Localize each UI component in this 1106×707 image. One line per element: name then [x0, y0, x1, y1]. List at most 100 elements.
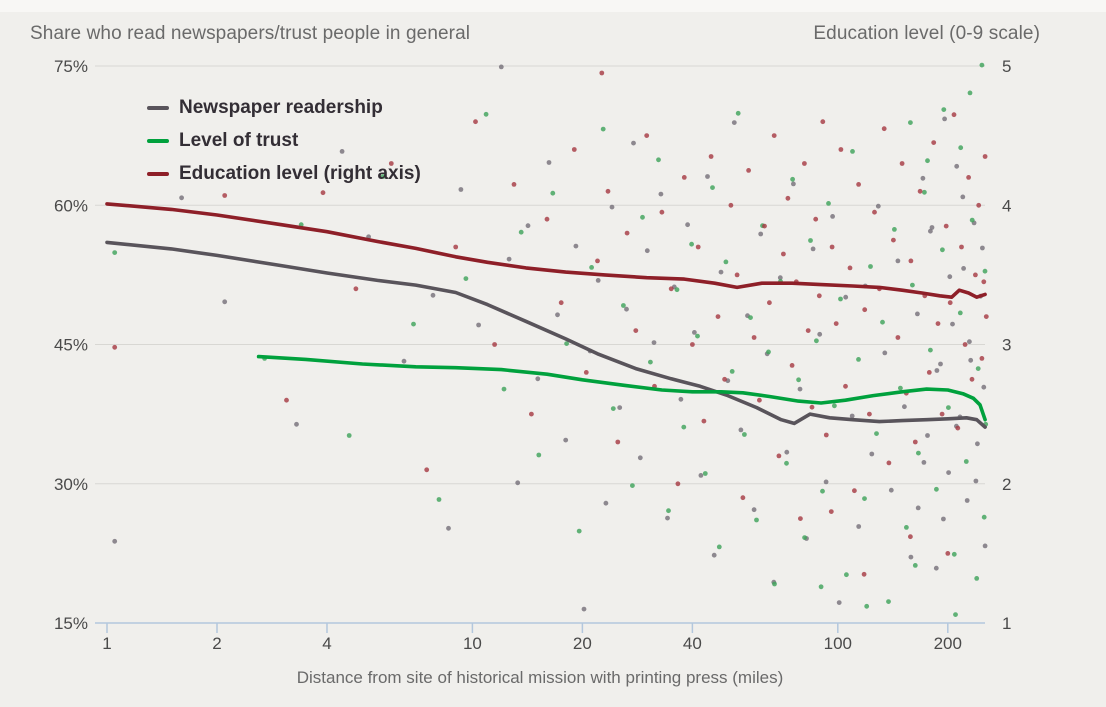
scatter-point	[515, 480, 521, 486]
scatter-point	[979, 356, 985, 361]
scatter-point	[702, 471, 708, 476]
scatter-point	[595, 258, 600, 264]
scatter-point	[695, 244, 701, 250]
scatter-point	[690, 342, 695, 347]
scatter-point	[599, 70, 605, 76]
scatter-point	[535, 376, 541, 382]
legend-item-newspaper-readership: Newspaper readership	[147, 91, 421, 124]
scatter-point	[511, 182, 517, 187]
y-right-tick-label: 2	[1002, 475, 1011, 494]
scatter-point	[958, 145, 964, 151]
scatter-point	[708, 154, 714, 159]
legend-label: Education level (right axis)	[179, 162, 421, 184]
scatter-point	[838, 147, 844, 152]
scatter-point	[922, 189, 927, 195]
scatter-point	[430, 292, 436, 298]
scatter-point	[940, 247, 945, 253]
scatter-point	[716, 544, 722, 550]
scatter-point	[600, 126, 606, 132]
left-axis-title: Share who read newspapers/trust people i…	[30, 23, 471, 44]
scatter-point	[797, 386, 803, 392]
scatter-point	[915, 311, 920, 317]
scatter-point	[823, 479, 829, 485]
scatter-point	[861, 571, 867, 577]
scatter-point	[895, 335, 901, 340]
scatter-point	[781, 251, 786, 257]
scatter-point	[892, 227, 897, 232]
scatter-point	[796, 377, 801, 383]
trend-line-newspaper-readership	[105, 240, 987, 429]
scatter-point	[294, 421, 299, 427]
scatter-point	[816, 293, 822, 299]
scatter-point	[751, 507, 757, 513]
scatter-point	[856, 524, 862, 529]
scatter-point	[766, 349, 771, 355]
scatter-point	[518, 229, 524, 235]
scatter-point	[644, 133, 650, 139]
scatter-point	[852, 488, 857, 494]
x-tick-label: 1	[102, 634, 111, 653]
scatter-point	[947, 300, 953, 306]
scatter-point	[826, 201, 831, 206]
y-right-tick-label: 3	[1002, 336, 1011, 355]
scatter-point	[934, 368, 940, 373]
scatter-point	[525, 223, 531, 229]
scatter-point	[981, 279, 987, 285]
scatter-point	[401, 358, 407, 364]
scatter-point	[576, 528, 582, 534]
scatter-point	[659, 209, 665, 215]
scatter-point	[975, 441, 980, 447]
scatter-point	[809, 404, 815, 410]
scatter-point	[886, 599, 891, 604]
scatter-point	[722, 376, 727, 382]
scatter-point	[735, 110, 741, 116]
legend-item-education-level: Education level (right axis)	[147, 157, 421, 190]
scatter-point	[969, 217, 975, 223]
scatter-point	[748, 315, 753, 320]
scatter-point	[463, 276, 469, 281]
scatter-point	[867, 411, 872, 417]
scatter-point	[784, 449, 790, 455]
scatter-point	[823, 432, 829, 438]
scatter-point	[615, 439, 621, 445]
scatter-point	[955, 425, 961, 431]
scatter-point	[926, 370, 932, 375]
top-strip	[0, 0, 1106, 12]
scatter-point	[963, 459, 969, 464]
scatter-point	[973, 272, 978, 278]
scatter-point	[856, 357, 861, 362]
scatter-point	[740, 495, 746, 501]
trend-line-education-level	[105, 202, 987, 300]
scatter-point	[573, 243, 579, 249]
scatter-point	[658, 191, 664, 197]
scatter-point	[589, 265, 594, 270]
scatter-point	[912, 563, 918, 568]
scatter-point	[705, 174, 710, 179]
scatter-point	[843, 383, 848, 389]
y-right-tick-label: 4	[1002, 196, 1011, 215]
y-left-tick-label: 45%	[54, 336, 88, 355]
scatter-point	[710, 185, 715, 191]
scatter-point	[810, 246, 816, 252]
scatter-point	[605, 188, 611, 194]
scatter-point	[617, 405, 623, 410]
scatter-point	[934, 486, 939, 492]
scatter-point	[951, 551, 957, 557]
y-right-tick-label: 1	[1002, 614, 1011, 633]
scatter-point	[633, 328, 639, 333]
y-left-tick-label: 60%	[54, 196, 88, 215]
scatter-point	[880, 319, 885, 325]
scatter-point	[833, 321, 839, 326]
scatter-point	[179, 195, 185, 201]
x-tick-label: 20	[573, 634, 592, 653]
scatter-point	[899, 161, 905, 166]
scatter-point	[928, 347, 933, 353]
scatter-point	[424, 467, 430, 473]
scatter-point	[961, 266, 966, 271]
scatter-point	[665, 515, 670, 521]
scatter-point	[864, 603, 870, 609]
trend-line-level-of-trust	[256, 354, 987, 422]
scatter-point	[473, 119, 478, 125]
scatter-point	[967, 90, 973, 96]
scatter-point	[943, 223, 949, 229]
